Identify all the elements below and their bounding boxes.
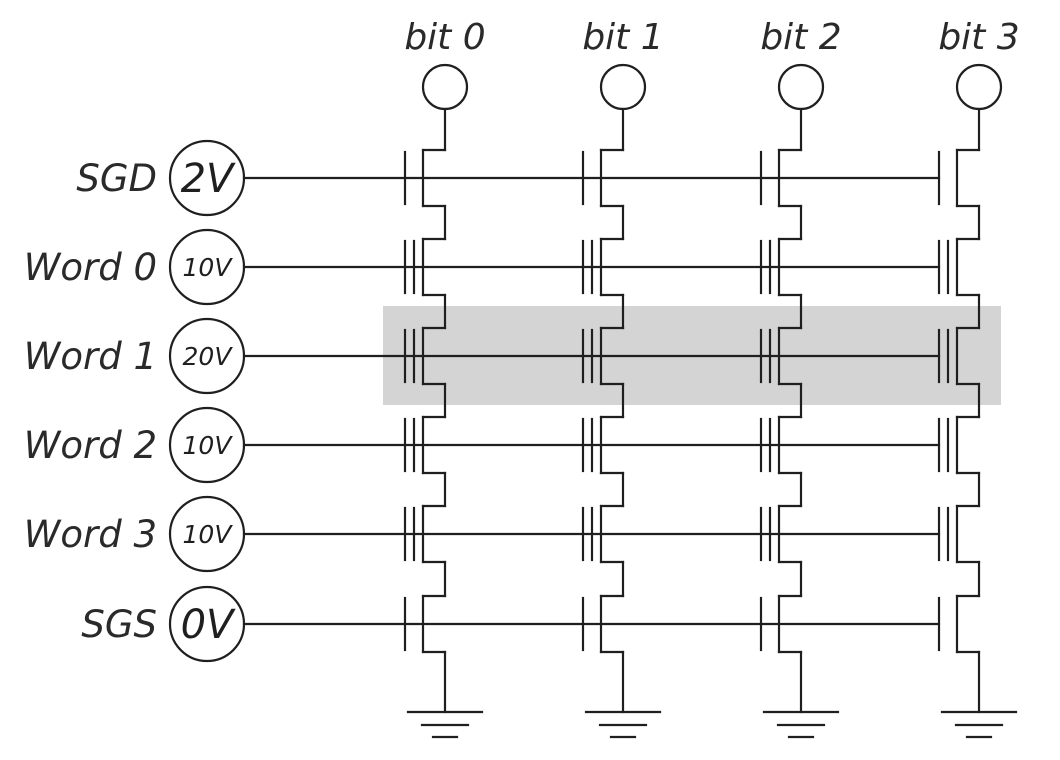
voltage-label-5: 0V (181, 602, 236, 648)
bitline-terminal-1 (599, 63, 647, 111)
voltage-source-3 (168, 406, 246, 484)
voltage-source-0 (168, 139, 246, 217)
bitline-terminal-2 (777, 63, 825, 111)
bit-label-0: bit 0 (404, 17, 485, 58)
voltage-source-5 (168, 585, 246, 663)
bit-label-2: bit 2 (760, 17, 841, 58)
voltage-label-1: 10V (183, 253, 234, 282)
voltage-source-1 (168, 228, 246, 306)
bit-label-1: bit 1 (582, 17, 663, 58)
row-label-3: Word 2 (24, 424, 157, 467)
voltage-label-4: 10V (183, 520, 234, 549)
voltage-label-0: 2V (181, 156, 236, 202)
row-label-0: SGD (76, 157, 157, 200)
bitline-terminal-0 (421, 63, 469, 111)
row-label-4: Word 3 (24, 513, 157, 556)
circuit-wiring (242, 63, 1018, 739)
row-label-1: Word 0 (24, 246, 157, 289)
voltage-label-3: 10V (183, 431, 234, 460)
bit-label-3: bit 3 (938, 17, 1019, 58)
labels-layer: bit 0 bit 1 bit 2 bit 3 SGD 2V Word 0 10V Word 1… (24, 17, 1020, 663)
row-label-2: Word 1 (24, 335, 157, 378)
bitline-terminal-3 (955, 63, 1003, 111)
voltage-label-2: 20V (183, 342, 234, 371)
voltage-source-4 (168, 495, 246, 573)
row-label-5: SGS (81, 603, 157, 646)
voltage-source-2 (168, 317, 246, 395)
